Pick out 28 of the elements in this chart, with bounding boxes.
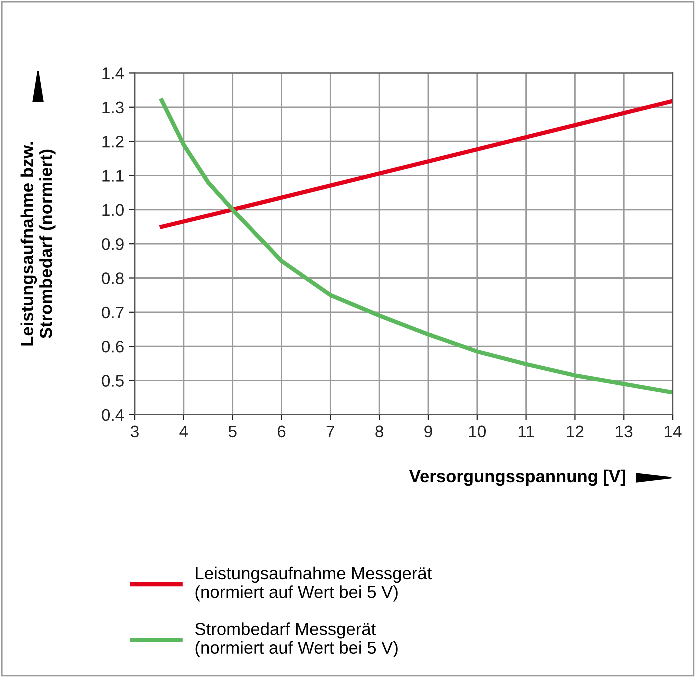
y-tick-label: 1.0 — [102, 204, 124, 216]
y-tick-label: 0.6 — [102, 340, 124, 353]
y-tick-label: 0.4 — [102, 409, 124, 422]
x-tick-label: 9 — [424, 426, 432, 438]
line-series — [160, 98, 674, 395]
y-tick-label: 0.8 — [102, 272, 124, 284]
y-tick-label: 0.7 — [102, 306, 124, 319]
x-tick-label: 14 — [665, 426, 682, 438]
y-tick-label: 1.4 — [102, 68, 124, 80]
x-tick-label: 10 — [469, 426, 486, 438]
x-tick-label: 6 — [278, 426, 286, 438]
x-tick-label: 4 — [180, 426, 188, 438]
x-tick-label: 11 — [518, 426, 534, 438]
y-tick-label: 0.5 — [102, 375, 124, 387]
x-tick-label: 7 — [326, 426, 334, 438]
legend-label: Strombedarf Messgerät (normiert auf Wert bei 5 V) — [196, 622, 398, 658]
x-axis-title: Versorgungsspannung [V] — [410, 470, 626, 486]
x-tick-label: 3 — [131, 426, 139, 438]
y-tick-label: 1.1 — [102, 170, 124, 182]
x-tick-label: 5 — [228, 426, 237, 438]
y-tick-label: 1.2 — [102, 136, 124, 148]
x-tick-label: 12 — [567, 426, 584, 438]
y-tick-label: 0.9 — [102, 238, 124, 250]
x-tick-label: 8 — [376, 426, 384, 438]
y-axis-title: Leistungsaufnahme bzw. Strombedarf (normiert) — [20, 142, 56, 346]
legend-label: Leistungsaufnahme Messgerät (normiert auf Wert bei 5 V) — [196, 566, 432, 602]
y-tick-label: 1.3 — [102, 102, 124, 114]
x-tick-label: 13 — [616, 426, 633, 438]
